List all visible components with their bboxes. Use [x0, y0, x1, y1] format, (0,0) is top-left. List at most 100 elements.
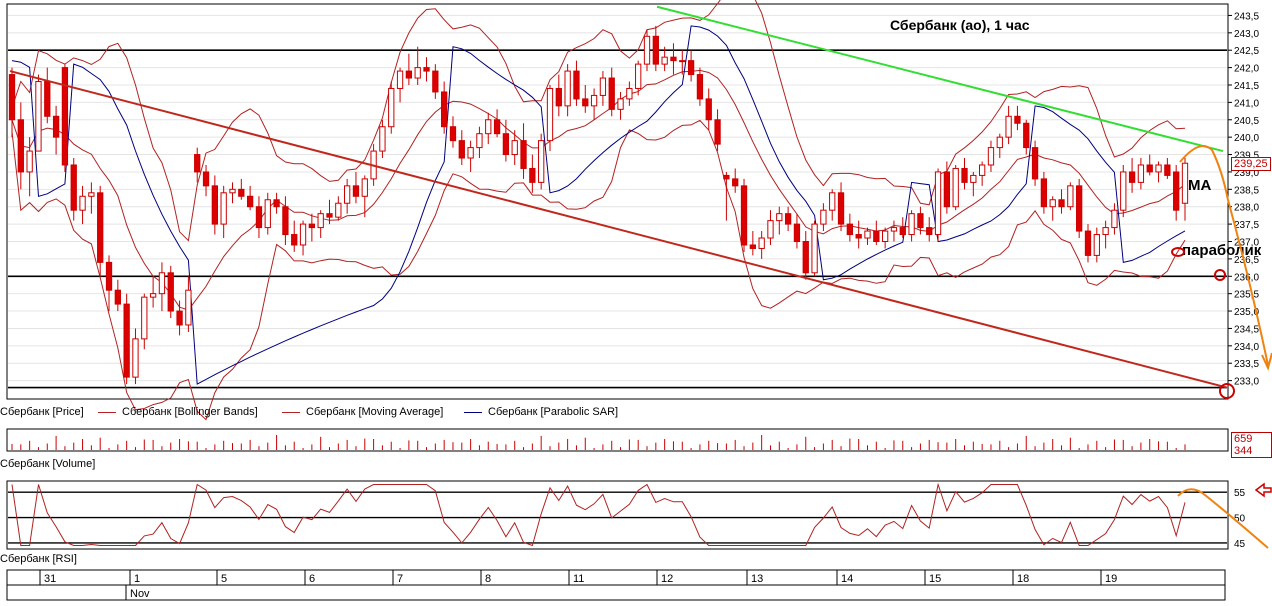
candle-body: [1111, 209, 1118, 229]
price-tick-label: 233,0: [1234, 377, 1259, 388]
bollinger-upper: [11, 0, 1186, 242]
sar-marker-circle: [1171, 247, 1185, 257]
candle-body: [820, 209, 827, 225]
target-marker-circle: [1219, 383, 1235, 399]
downtrend-line: [9, 70, 1228, 389]
legend-sar: Сбербанк [Parabolic SAR]: [464, 406, 618, 418]
candle-body: [590, 94, 598, 107]
rsi-tick-label: 45: [1234, 539, 1246, 550]
date-label: 1: [134, 573, 140, 585]
candle-body: [70, 164, 77, 211]
volume-bars: [11, 435, 1186, 450]
candle-body: [670, 56, 677, 62]
candle-body: [458, 140, 465, 159]
candle-body: [934, 171, 942, 236]
candle-body: [1102, 227, 1109, 236]
horizontal-levels: [8, 49, 1227, 389]
date-label: 13: [751, 573, 763, 585]
candle-body: [1014, 115, 1021, 124]
candle-body: [335, 202, 342, 218]
candle-body: [767, 220, 774, 239]
candle-body: [8, 74, 16, 121]
annotations: Сбербанк (ао), 1 час МА параболик: [890, 17, 1272, 549]
price-tick-label: 235,0: [1234, 307, 1259, 318]
price-tick-label: 237,5: [1234, 220, 1259, 231]
candle-body: [846, 223, 854, 236]
candle-body: [661, 56, 668, 65]
candle-body: [1093, 234, 1100, 256]
price-tick-label: 235,5: [1234, 290, 1259, 301]
candle-body: [264, 199, 271, 229]
candle-body: [881, 230, 889, 242]
date-label: 31: [44, 573, 56, 585]
candle-body: [890, 227, 898, 232]
forecast-price-arrow: [1179, 145, 1269, 366]
candlesticks: [8, 25, 1189, 385]
candle-body: [26, 150, 33, 173]
candle-body: [555, 87, 562, 107]
chart-title: Сбербанк (ао), 1 час: [890, 17, 1030, 33]
bollinger-lower: [11, 119, 1186, 421]
candle-body: [952, 167, 959, 208]
legend-price-label: Сбербанк [Price]: [0, 406, 84, 418]
candle-body: [1173, 171, 1180, 211]
candle-body: [493, 119, 501, 135]
price-tick-label: 236,5: [1234, 255, 1259, 266]
candle-body: [1128, 171, 1136, 183]
price-tick-label: 243,0: [1234, 29, 1259, 40]
candle-body: [202, 171, 210, 187]
candle-body: [132, 338, 139, 378]
price-tick-label: 241,5: [1234, 81, 1259, 92]
legend-bollinger: Сбербанк [Bollinger Bands]: [98, 406, 258, 418]
candle-body: [1155, 164, 1162, 173]
candle-body: [652, 35, 659, 65]
candle-body: [837, 192, 845, 225]
candle-body: [732, 178, 739, 187]
candle-body: [855, 234, 862, 239]
candle-body: [793, 223, 801, 242]
rsi-label: Сбербанк [RSI]: [0, 553, 77, 565]
price-tick-label: 242,5: [1234, 46, 1259, 57]
candle-body: [546, 87, 554, 142]
date-label: 6: [309, 573, 315, 585]
candle-body: [1067, 185, 1074, 208]
candle-body: [185, 289, 192, 326]
candle-body: [714, 119, 721, 145]
date-label: 7: [397, 573, 403, 585]
price-tick-label: 240,0: [1234, 133, 1259, 144]
candle-body: [979, 164, 986, 176]
rsi-tick-label: 50: [1234, 514, 1246, 525]
rsi-line: [11, 482, 1186, 547]
candle-body: [291, 234, 298, 246]
legend-ma-label: Сбербанк [Moving Average]: [306, 406, 444, 418]
candle-body: [1040, 178, 1048, 208]
candle-body: [388, 87, 395, 128]
candle-body: [705, 98, 712, 121]
candle-body: [520, 140, 527, 169]
candle-body: [1137, 164, 1145, 183]
price-panel-frame: [6, 3, 1229, 400]
candle-body: [635, 63, 642, 89]
candle-body: [211, 185, 218, 225]
candle-body: [961, 167, 968, 183]
price-tick-label: 237,0: [1234, 237, 1259, 248]
candle-body: [220, 192, 227, 225]
rsi-tick-label: 55: [1234, 488, 1246, 499]
candle-body: [158, 272, 166, 295]
candle-body: [97, 192, 104, 263]
price-tick-label: 234,0: [1234, 342, 1259, 353]
candle-body: [141, 296, 148, 340]
rsi-panel: 55 50 45: [8, 482, 1246, 550]
legend-sar-label: Сбербанк [Parabolic SAR]: [488, 406, 619, 418]
candle-body: [1031, 147, 1039, 180]
last-volume-tag: 659 344: [1231, 432, 1272, 458]
candle-body: [405, 70, 413, 79]
candle-body: [229, 188, 236, 194]
moving-average: [11, 69, 1186, 311]
candle-body: [608, 77, 615, 110]
legend-bollinger-label: Сбербанк [Bollinger Bands]: [122, 406, 258, 418]
candle-body: [943, 171, 951, 208]
candle-body: [564, 70, 571, 107]
candle-body: [255, 206, 263, 229]
